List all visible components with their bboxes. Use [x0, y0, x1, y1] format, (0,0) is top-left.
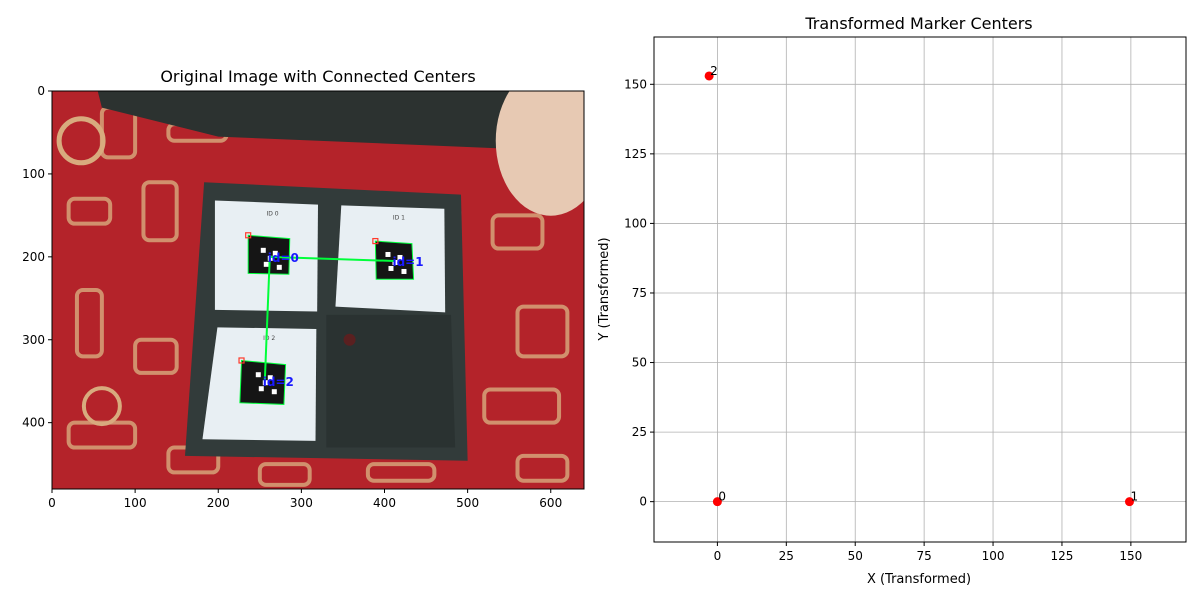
scatter-point-label: 2 — [710, 64, 718, 78]
right-plot-background — [654, 37, 1186, 542]
left-y-tick-label: 100 — [22, 167, 45, 181]
left-y-tick-label: 300 — [22, 333, 45, 347]
left-y-axis: 0 100 200 300 400 — [22, 84, 52, 430]
cloth-pattern — [81, 386, 122, 427]
marker-cell — [263, 261, 269, 267]
marker-outline — [374, 240, 415, 280]
right-x-tick-label: 25 — [779, 549, 794, 563]
cloth-pattern — [490, 213, 545, 251]
right-x-tick-label: 150 — [1119, 549, 1142, 563]
marker-cell — [255, 372, 261, 378]
marker-cell — [271, 389, 277, 395]
marker-cell — [258, 386, 264, 392]
left-y-tick-label: 200 — [22, 250, 45, 264]
right-ylabel: Y (Transformed) — [597, 237, 612, 341]
marker-corner — [372, 237, 379, 245]
scatter-point — [1124, 497, 1134, 507]
right-x-tick-label: 75 — [916, 549, 931, 563]
marker-cell — [392, 259, 398, 265]
marker-corner — [238, 357, 245, 364]
marker-outline — [239, 359, 287, 405]
cloth-pattern — [56, 116, 106, 166]
cloth-pattern — [74, 288, 104, 359]
center-connection — [269, 255, 395, 262]
right-y-tick-label: 150 — [624, 77, 647, 91]
left-y-tick-label: 400 — [22, 416, 45, 430]
marker-cell — [272, 250, 278, 256]
cloth-pattern — [365, 462, 437, 483]
right-title: Transformed Marker Centers — [804, 14, 1032, 33]
marker-id-label: id=1 — [392, 255, 423, 269]
marker-cell — [388, 265, 394, 271]
right-y-tick-label: 0 — [639, 495, 647, 509]
photo-image: ID 0 ID 1 ID 2 id=0 id=1 id=2 — [52, 91, 584, 489]
marker-cell — [397, 254, 403, 260]
marker-cell — [276, 264, 282, 270]
left-x-tick-label: 400 — [373, 496, 396, 510]
marker-cell — [401, 268, 407, 274]
marker-outline — [247, 234, 291, 275]
box-compartment — [326, 314, 456, 448]
left-title: Original Image with Connected Centers — [160, 67, 475, 86]
right-x-tick-label: 100 — [982, 549, 1005, 563]
scatter-point — [704, 71, 714, 81]
scatter-point-label: 1 — [1130, 490, 1138, 504]
right-grid — [654, 37, 1186, 542]
photo-background: ID 0 ID 1 ID 2 — [52, 91, 584, 489]
left-x-tick-label: 200 — [207, 496, 230, 510]
scatter-point — [712, 497, 722, 507]
left-x-tick-label: 300 — [290, 496, 313, 510]
center-connection — [263, 256, 271, 382]
marker-cell — [385, 251, 391, 257]
left-y-tick-label: 0 — [37, 84, 45, 98]
paper-id-label: ID 2 — [263, 335, 275, 342]
right-panel: Transformed Marker Centers 0 1 2 0 25 50 75 10… — [597, 14, 1187, 587]
dark-object — [97, 91, 584, 150]
cloth-pattern — [482, 387, 562, 425]
left-axes-frame — [51, 90, 585, 490]
right-x-axis: 0 25 50 75 100 125 150 — [714, 542, 1142, 563]
scatter-point-label: 0 — [718, 490, 726, 504]
marker-corner — [245, 232, 252, 239]
right-axes-frame — [653, 36, 1187, 543]
left-x-tick-label: 100 — [124, 496, 147, 510]
cloth-pattern — [515, 304, 570, 359]
right-y-axis: 0 25 50 75 100 125 150 — [624, 77, 654, 509]
marker-cell — [267, 375, 273, 381]
left-panel: Original Image with Connected Centers ID… — [22, 67, 585, 510]
cloth-pattern — [133, 337, 179, 375]
cloth-pattern — [257, 462, 312, 487]
right-x-tick-label: 50 — [848, 549, 863, 563]
right-y-tick-label: 50 — [632, 356, 647, 370]
right-xlabel: X (Transformed) — [867, 572, 971, 587]
marker-cell — [260, 247, 266, 253]
left-x-tick-label: 600 — [539, 496, 562, 510]
paper-id-label: ID 0 — [266, 210, 278, 217]
marker-id-label: id=0 — [268, 251, 299, 265]
right-y-tick-label: 25 — [632, 425, 647, 439]
cloth-pattern — [141, 180, 179, 243]
marker-cell — [262, 380, 268, 386]
marker-id-label: id=2 — [263, 375, 294, 389]
aruco-marker — [248, 235, 290, 275]
screw-hole — [343, 333, 356, 346]
left-x-axis: 0 100 200 300 400 500 600 — [48, 489, 562, 510]
paper-id-label: ID 1 — [393, 215, 405, 222]
cloth-pattern — [66, 196, 113, 226]
left-x-tick-label: 500 — [456, 496, 479, 510]
right-x-tick-label: 125 — [1051, 549, 1074, 563]
left-x-tick-label: 0 — [48, 496, 56, 510]
hand — [495, 91, 584, 216]
right-y-tick-label: 125 — [624, 147, 647, 161]
right-points: 0 1 2 — [704, 64, 1138, 507]
photo-overlay: id=0 id=1 id=2 — [238, 232, 424, 405]
cloth-pattern — [515, 453, 570, 483]
right-x-tick-label: 0 — [714, 549, 722, 563]
right-y-tick-label: 75 — [632, 286, 647, 300]
right-y-tick-label: 100 — [624, 216, 647, 230]
